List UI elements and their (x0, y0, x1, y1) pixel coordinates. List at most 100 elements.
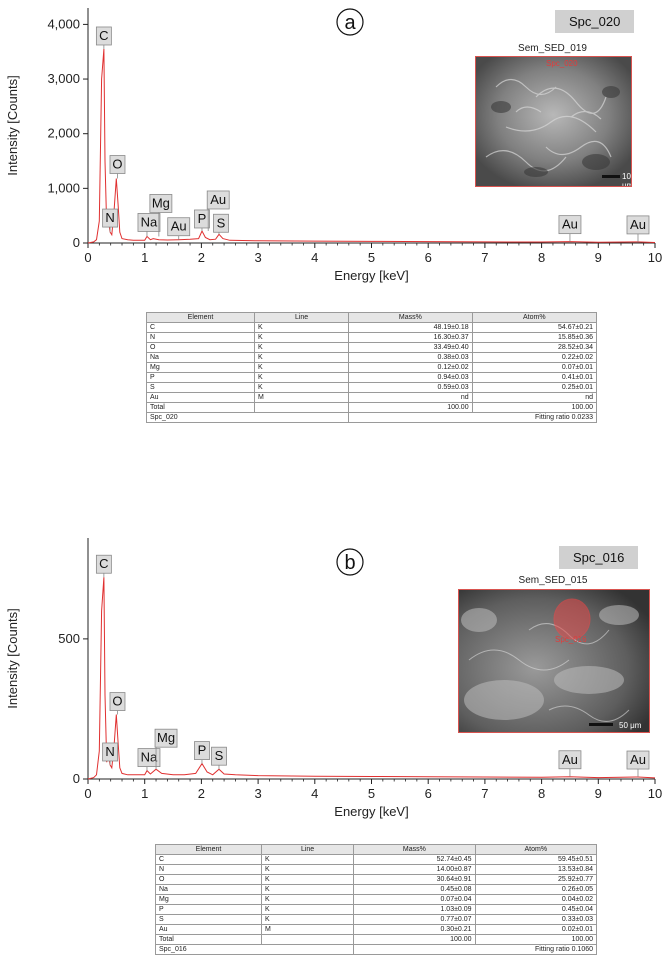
x-tick-label: 9 (595, 250, 602, 265)
table-row: S K 0.77±0.07 0.33±0.03 (155, 914, 598, 925)
table-row: N K 14.00±0.87 13.53±0.84 (155, 864, 598, 875)
y-axis-title: Intensity [Counts] (5, 75, 20, 175)
x-tick-label: 1 (141, 786, 148, 801)
peak-label-text: P (198, 211, 207, 226)
x-tick-label: 8 (538, 786, 545, 801)
y-tick-label: 0 (73, 771, 80, 786)
peak-label-text: N (105, 210, 114, 225)
cell-element: Na (155, 884, 262, 895)
x-tick-label: 4 (311, 250, 318, 265)
cell-mass: 0.38±0.03 (348, 352, 473, 363)
x-tick-label: 10 (648, 786, 662, 801)
peak-label-au: Au (558, 750, 582, 777)
cell-line: K (260, 884, 355, 895)
panel-b: 0 1 2 3 4 5 6 7 8 9 10 0 500 Energy [keV] Intensity [C… (0, 530, 666, 977)
y-tick-label: 0 (73, 235, 80, 250)
peak-label-o: O (109, 692, 126, 715)
x-tick-label: 5 (368, 250, 375, 265)
cell-element: S (145, 382, 256, 393)
y-tick-label: 500 (58, 631, 80, 646)
x-tick-label: 8 (538, 250, 545, 265)
x-tick-label: 2 (198, 786, 205, 801)
peak-label-au: Au (206, 190, 230, 231)
cell-atom: 25.92±0.77 (474, 874, 598, 885)
table-row: P K 0.94±0.03 0.41±0.01 (145, 372, 598, 383)
peak-label-text: Au (630, 217, 646, 232)
x-tick-label: 7 (481, 250, 488, 265)
peak-label-text: C (99, 556, 108, 571)
peak-label-text: Na (141, 214, 158, 229)
peak-label-box (211, 746, 227, 766)
peak-label-box (167, 217, 191, 237)
table-footer-row: Spc_020 Fitting ratio 0.0233 (145, 412, 597, 423)
peak-label-text: O (112, 157, 122, 172)
sem-image-title: Sem_SED_019 (518, 43, 587, 54)
x-axis-title: Energy [keV] (334, 804, 408, 819)
sem-micrograph: Spc_020 10 μm (475, 56, 632, 187)
cell-element: N (145, 332, 256, 343)
cell-mass: 14.00±0.87 (353, 864, 476, 875)
composition-table-b: Element Line Mass% Atom% C K 52.74±0.45 59.… (154, 844, 598, 955)
cell-line: M (260, 924, 355, 935)
cell-atom: 0.04±0.02 (474, 894, 598, 905)
table-row: Total 100.00 100.00 (155, 934, 598, 945)
x-tick-label: 6 (425, 250, 432, 265)
sem-texture (459, 590, 649, 732)
sem-spot-label: Spc_016 (555, 635, 587, 644)
x-tick-label: 1 (141, 250, 148, 265)
table-row: Au M 0.30±0.21 0.02±0.01 (155, 924, 598, 935)
cell-mass: 33.49±0.40 (348, 342, 473, 353)
cell-mass: 30.64±0.91 (353, 874, 476, 885)
peak-label-text: Au (171, 219, 187, 234)
peak-label-text: O (112, 694, 122, 709)
cell-mass: 52.74±0.45 (353, 854, 476, 865)
peak-label-box (102, 208, 119, 228)
cell-mass: 0.45±0.08 (353, 884, 476, 895)
y-axis-title: Intensity [Counts] (5, 608, 20, 708)
peak-label-box (206, 190, 230, 210)
peak-label-p: P (194, 741, 210, 764)
table-row: O K 33.49±0.40 28.52±0.34 (145, 342, 598, 353)
cell-mass: 0.12±0.02 (348, 362, 473, 373)
spectrum-badge: Spc_020 (555, 10, 635, 33)
peak-label-o: O (109, 155, 126, 179)
table-row: P K 1.03±0.09 0.45±0.04 (155, 904, 598, 915)
peak-label-text: Au (210, 192, 226, 207)
peak-label-na: Na (137, 213, 161, 237)
cell-element: N (155, 864, 262, 875)
peak-label-text: Au (562, 217, 578, 232)
cell-atom: 15.85±0.36 (471, 332, 598, 343)
panel-letter-circle (336, 8, 364, 36)
spectrum-badge: Spc_016 (559, 546, 639, 569)
y-tick-label: 4,000 (47, 16, 80, 31)
peak-label-c: C (95, 554, 112, 578)
panel-letter-circle (336, 548, 364, 576)
cell-line: K (260, 904, 355, 915)
table-row: N K 16.30±0.37 15.85±0.36 (145, 332, 598, 343)
table-footer-row: Spc_016 Fitting ratio 0.1060 (154, 944, 597, 955)
cell-element: O (145, 342, 256, 353)
peak-label-text: C (99, 28, 108, 43)
table-row: O K 30.64±0.91 25.92±0.77 (155, 874, 598, 885)
cell-mass: 16.30±0.37 (348, 332, 473, 343)
cell-atom: 0.25±0.01 (471, 382, 598, 393)
cell-atom: 100.00 (471, 402, 598, 413)
footer-fitting-ratio: Fitting ratio 0.0233 (348, 412, 597, 423)
cell-line: K (254, 332, 350, 343)
peak-label-box (109, 692, 126, 711)
sem-texture (476, 57, 631, 186)
cell-mass: 100.00 (353, 934, 476, 945)
peak-label-box (626, 750, 650, 770)
cell-mass: 48.19±0.18 (348, 322, 473, 333)
cell-element: Total (155, 934, 262, 945)
peak-label-box (95, 554, 112, 574)
cell-line: K (254, 322, 350, 333)
peak-label-text: Na (141, 750, 158, 765)
cell-atom: 0.22±0.02 (471, 352, 598, 363)
cell-atom: 0.26±0.05 (474, 884, 598, 895)
peak-label-text: Au (630, 752, 646, 767)
cell-element: Mg (155, 894, 262, 905)
cell-line (254, 402, 350, 413)
peak-label-text: Au (562, 752, 578, 767)
